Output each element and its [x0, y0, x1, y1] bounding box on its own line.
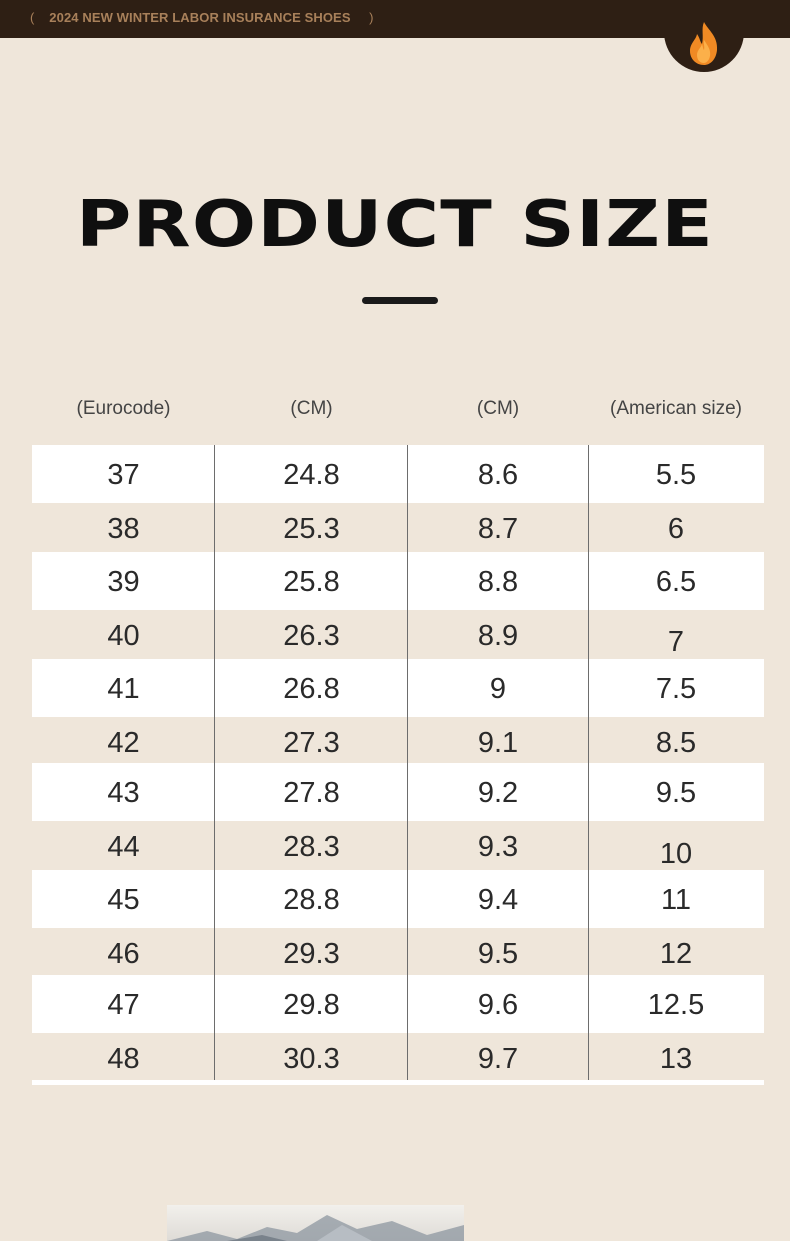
cell-american-size: 13 [659, 1043, 693, 1075]
banner-text: 2024 NEW WINTER LABOR INSURANCE SHOES [49, 10, 351, 25]
top-banner: ( 2024 NEW WINTER LABOR INSURANCE SHOES … [0, 0, 790, 38]
table-row: 39 25.8 8.8 6.5 [32, 552, 764, 610]
cell-american-size: 6.5 [655, 566, 697, 598]
cell-foot-length: 26.8 [283, 673, 340, 705]
table-row: 47 29.8 9.6 12.5 [32, 975, 764, 1033]
mountain-scene-image [167, 1215, 464, 1241]
table-header-row: (Eurocode) (CM) (CM) (American size) [32, 398, 764, 426]
cell-eurocode: 44 [107, 831, 140, 863]
banner-open-paren: ( [30, 10, 35, 25]
cell-foot-width: 8.7 [477, 513, 519, 545]
cell-american-size: 5.5 [655, 459, 697, 491]
cell-foot-width: 9.7 [477, 1043, 519, 1075]
table-row: 46 29.3 9.5 12 [32, 928, 764, 975]
cell-eurocode: 40 [107, 620, 140, 652]
cell-foot-length: 27.3 [283, 727, 340, 759]
cell-eurocode: 41 [107, 673, 140, 705]
column-divider [407, 445, 408, 1080]
cell-foot-length: 24.8 [283, 459, 340, 491]
cell-eurocode: 39 [107, 566, 140, 598]
cell-foot-width: 9 [489, 673, 507, 705]
cell-foot-length: 28.3 [283, 831, 340, 863]
table-row: 42 27.3 9.1 8.5 [32, 717, 764, 763]
flame-icon [690, 22, 718, 65]
cell-eurocode: 45 [107, 884, 140, 916]
table-row: 41 26.8 9 7.5 [32, 659, 764, 717]
cell-eurocode: 43 [107, 777, 140, 809]
cell-foot-width: 9.3 [477, 831, 519, 863]
cell-foot-width: 8.9 [477, 620, 519, 652]
cell-eurocode: 42 [107, 727, 140, 759]
page-title: PRODUCT SIZE [76, 188, 714, 262]
header-foot-length-cm: (CM) [290, 398, 333, 419]
table-row: 37 24.8 8.6 5.5 [32, 445, 764, 503]
column-divider [588, 445, 589, 1080]
cell-eurocode: 37 [107, 459, 140, 491]
cell-foot-length: 26.3 [283, 620, 340, 652]
cell-eurocode: 47 [107, 989, 140, 1021]
product-photo [167, 1205, 464, 1241]
cell-american-size: 8.5 [655, 727, 697, 759]
header-foot-width-cm: (CM) [476, 398, 520, 419]
cell-american-size: 7.5 [655, 673, 697, 705]
table-bottom-edge [32, 1080, 764, 1085]
banner-tagline: ( 2024 NEW WINTER LABOR INSURANCE SHOES … [30, 0, 374, 38]
table-row: 48 30.3 9.7 13 [32, 1033, 764, 1080]
cell-foot-width: 9.2 [477, 777, 519, 809]
cell-foot-width: 9.1 [477, 727, 519, 759]
cell-foot-length: 27.8 [283, 777, 340, 809]
cell-foot-width: 9.4 [477, 884, 519, 916]
cell-foot-length: 29.3 [283, 938, 340, 970]
cell-foot-length: 28.8 [283, 884, 340, 916]
column-divider [214, 445, 215, 1080]
cell-foot-width: 9.6 [477, 989, 519, 1021]
cell-american-size: 9.5 [655, 777, 697, 809]
cell-american-size: 10 [659, 838, 693, 870]
header-american-size: (American size) [610, 398, 742, 419]
banner-close-paren: ) [369, 10, 374, 25]
title-underline [362, 297, 438, 304]
cell-foot-length: 29.8 [283, 989, 340, 1021]
cell-american-size: 12 [659, 938, 693, 970]
table-row: 43 27.8 9.2 9.5 [32, 763, 764, 821]
cell-eurocode: 38 [107, 513, 140, 545]
flame-badge [664, 20, 744, 72]
table-row: 44 28.3 9.3 10 [32, 821, 764, 870]
cell-american-size: 11 [660, 884, 692, 916]
cell-foot-width: 9.5 [477, 938, 519, 970]
cell-american-size: 12.5 [647, 989, 705, 1021]
cell-foot-width: 8.8 [477, 566, 519, 598]
cell-american-size: 6 [667, 513, 685, 545]
cell-foot-length: 25.8 [283, 566, 340, 598]
cell-eurocode: 46 [107, 938, 140, 970]
cell-eurocode: 48 [107, 1043, 140, 1075]
header-eurocode: (Eurocode) [76, 398, 171, 419]
table-row: 38 25.3 8.7 6 [32, 503, 764, 552]
table-row: 40 26.3 8.9 7 [32, 610, 764, 659]
cell-american-size: 7 [667, 626, 685, 658]
cell-foot-length: 25.3 [283, 513, 340, 545]
table-row: 45 28.8 9.4 11 [32, 870, 764, 928]
cell-foot-length: 30.3 [283, 1043, 340, 1075]
cell-foot-width: 8.6 [477, 459, 519, 491]
